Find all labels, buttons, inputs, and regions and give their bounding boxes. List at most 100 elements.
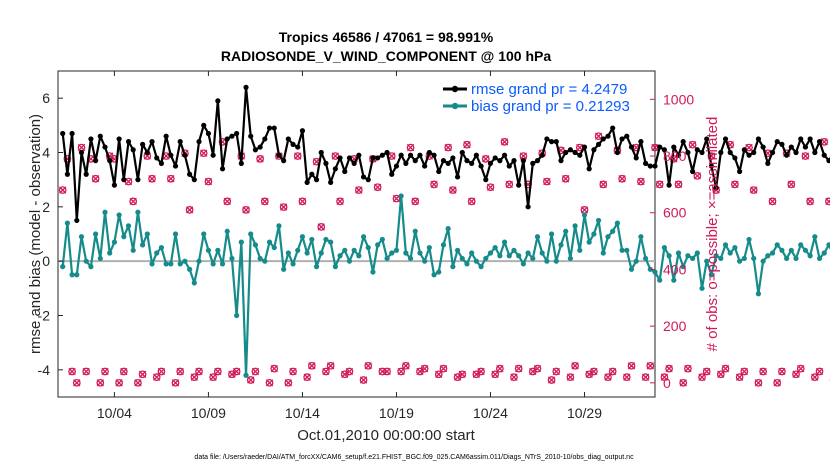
obs-assimilated-cross (115, 379, 123, 387)
obs-count-marker (101, 367, 109, 376)
x-tick-label: 10/29 (567, 405, 602, 421)
rmse-point (454, 174, 461, 180)
obs-count-marker (547, 376, 556, 384)
obs-assimilated-cross (430, 180, 438, 189)
bias-point (182, 258, 188, 264)
bias-point (694, 250, 700, 256)
obs-count-marker (467, 197, 476, 206)
bias-point (290, 261, 296, 267)
bias-point (553, 258, 559, 264)
obs-assimilated-cross (510, 373, 518, 381)
legend-bias-label: bias grand pr = 0.21293 (471, 98, 630, 115)
rmse-point (525, 204, 531, 210)
rmse-point (704, 136, 710, 142)
obs-possible-circle (383, 367, 391, 376)
rmse-point (281, 158, 287, 164)
bias-point (191, 280, 197, 286)
rmse-point (459, 149, 465, 156)
obs-count-marker (684, 364, 692, 373)
bias-point (436, 269, 442, 275)
rmse-point (746, 152, 752, 158)
bias-point (83, 258, 89, 264)
obs-possible-circle (199, 149, 208, 158)
obs-possible-circle (801, 152, 810, 160)
obs-count-marker (655, 180, 664, 189)
obs-possible-circle (679, 378, 688, 387)
rmse-point (755, 136, 762, 142)
obs-possible-circle (406, 143, 415, 152)
bias-point (440, 242, 447, 248)
chart-subtitle: RADIOSONDE_V_WIND_COMPONENT @ 100 hPa (221, 48, 551, 64)
obs-assimilated-cross (679, 379, 687, 387)
bias-point (187, 266, 193, 272)
obs-possible-circle (326, 361, 335, 370)
bias-point (360, 234, 367, 240)
obs-possible-circle (627, 361, 636, 370)
y-tick-label: 6 (42, 90, 50, 106)
rmse-point (328, 179, 334, 185)
obs-assimilated-cross (684, 364, 692, 373)
obs-possible-circle (378, 367, 387, 376)
bias-point (370, 269, 376, 275)
obs-possible-circle (190, 373, 199, 382)
y-axis-left: -4 -2 0 2 4 6 (38, 90, 63, 378)
obs-count-marker (279, 203, 288, 211)
rmse-point (492, 155, 498, 161)
bias-point (107, 250, 113, 256)
obs-possible-circle (293, 152, 302, 160)
obs-assimilated-cross (477, 367, 485, 376)
obs-assimilated-cross (444, 143, 452, 152)
bias-point (784, 255, 790, 262)
obs-assimilated-cross (778, 367, 786, 376)
obs-count-marker (604, 373, 612, 382)
y2-tick-label: 0 (663, 375, 671, 391)
obs-count-marker (463, 140, 471, 149)
obs-possible-circle (284, 378, 293, 387)
obs-count-marker (702, 367, 711, 376)
obs-count-marker (533, 364, 542, 373)
bias-point (661, 244, 668, 251)
obs-possible-circle (58, 186, 67, 194)
obs-assimilated-cross (279, 203, 288, 211)
bias-point (172, 231, 179, 237)
obs-count-marker (190, 373, 199, 382)
rmse-point (657, 144, 663, 150)
obs-count-marker (307, 361, 316, 370)
bias-point (313, 264, 320, 270)
obs-assimilated-cross (96, 379, 104, 387)
obs-possible-circle (768, 197, 777, 206)
bias-point (492, 244, 498, 251)
obs-assimilated-cross (609, 367, 617, 376)
obs-assimilated-cross (797, 364, 805, 373)
bias-point (295, 247, 301, 253)
obs-possible-circle (481, 155, 490, 163)
bias-point (478, 264, 484, 270)
obs-count-marker (199, 149, 208, 158)
bias-point (163, 261, 169, 267)
obs-possible-circle (637, 177, 645, 186)
rmse-point (600, 136, 606, 142)
legend-bias-marker (451, 102, 459, 110)
obs-assimilated-cross (355, 186, 363, 194)
rmse-point (337, 155, 343, 161)
obs-assimilated-cross (825, 199, 830, 206)
obs-count-marker (420, 364, 429, 373)
rmse-point (784, 152, 790, 158)
obs-possible-circle (359, 376, 368, 384)
bias-point (741, 255, 747, 262)
obs-assimilated-cross (594, 132, 603, 140)
obs-assimilated-cross (364, 362, 372, 370)
rmse-point (624, 133, 630, 139)
rmse-point (732, 155, 738, 161)
obs-possible-circle (260, 197, 269, 206)
obs-count-marker (825, 197, 830, 206)
rmse-point (450, 155, 456, 161)
obs-count-marker (430, 180, 438, 189)
obs-possible-circle (345, 367, 354, 376)
obs-possible-circle (458, 370, 467, 379)
obs-assimilated-cross (500, 138, 509, 146)
rmse-point (111, 182, 118, 188)
obs-count-marker (68, 367, 76, 376)
obs-assimilated-cross (383, 367, 391, 376)
rmse-point (497, 158, 503, 164)
